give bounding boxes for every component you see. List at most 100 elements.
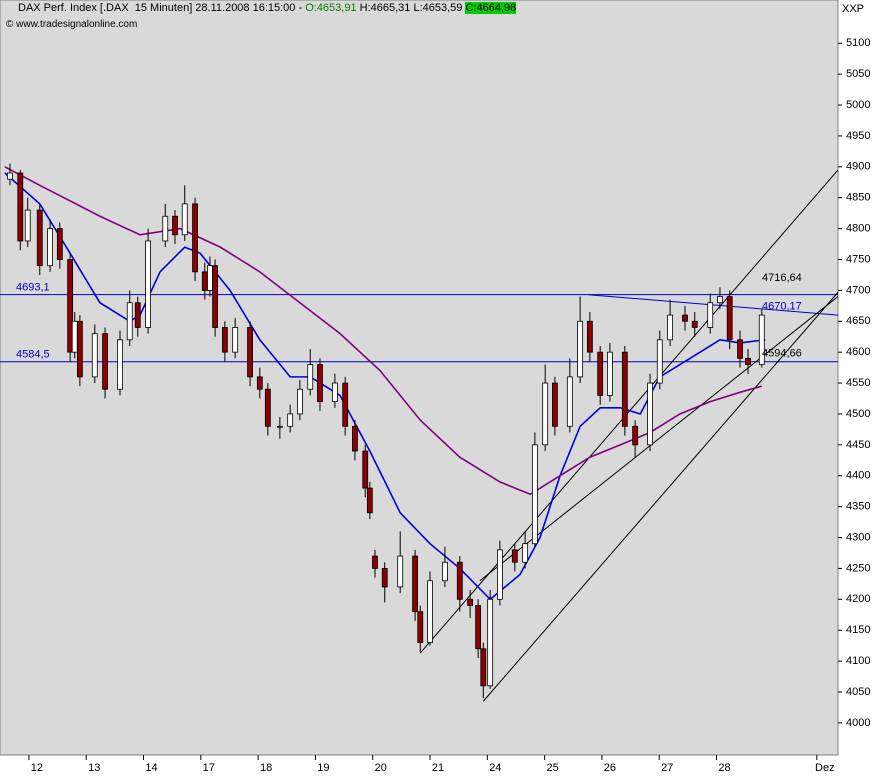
trendline — [479, 296, 839, 582]
candle-body — [71, 320, 78, 353]
candle-body — [397, 555, 404, 588]
candle-body — [707, 302, 714, 328]
candle-body — [427, 580, 433, 643]
source: © www.tradesignalonline.com — [6, 19, 138, 30]
candle-body — [586, 320, 593, 353]
y-tick-label: 4150 — [846, 624, 870, 636]
axis-label: XXP — [842, 3, 864, 15]
plot-layer: 4693,1 4584,5 4716,64 4670,17 4594,66 — [0, 163, 839, 702]
candle-body — [212, 265, 219, 328]
candle-body — [221, 327, 228, 353]
candle-body — [24, 209, 31, 242]
candle-body — [117, 339, 123, 390]
y-tick-label: 4850 — [846, 192, 870, 204]
y-tick-label: 5100 — [846, 37, 870, 49]
candle-body — [256, 376, 263, 390]
ohlc: C:4664,98 — [465, 2, 517, 14]
x-tick-label: 28 — [718, 762, 730, 774]
hline-label: 4693,1 — [16, 282, 50, 294]
candle-body — [497, 549, 503, 600]
candle-body — [362, 450, 369, 489]
price-label: 4594,66 — [762, 347, 802, 359]
y-tick-label: 4000 — [846, 717, 870, 729]
y-tick-label: 4900 — [846, 161, 870, 173]
candle-body — [276, 425, 283, 428]
candle-body — [264, 388, 271, 427]
y-tick-label: 4200 — [846, 593, 870, 605]
candle-body — [331, 382, 338, 402]
candle-body — [467, 598, 474, 606]
candle-body — [480, 648, 487, 687]
ohlc: O:4653,91 — [305, 2, 357, 14]
y-tick-label: 5000 — [846, 99, 870, 111]
header: DAX Perf. Index [.DAX 15 Minuten] 28.11.… — [18, 2, 517, 14]
candle-body — [691, 320, 698, 328]
candle-body — [102, 333, 108, 390]
x-tick-label: 21 — [432, 762, 444, 774]
candle-body — [366, 487, 373, 514]
x-tick-label: 25 — [547, 762, 559, 774]
y-tick-label: 4500 — [846, 408, 870, 420]
x-tick-label: 12 — [31, 762, 43, 774]
y-tick-label: 4950 — [846, 130, 870, 142]
y-tick-label: 4250 — [846, 562, 870, 574]
y-tick-label: 5050 — [846, 68, 870, 80]
candle-body — [522, 543, 529, 563]
candle-body — [475, 605, 482, 650]
candle-body — [456, 561, 463, 600]
hline-label: 4584,5 — [16, 349, 50, 361]
candle-body — [47, 228, 53, 267]
candle-body — [621, 351, 628, 427]
title: DAX Perf. Index [.DAX 15 Minuten] 28.11.… — [18, 2, 306, 14]
candle-body — [552, 382, 558, 427]
candle-body — [247, 327, 253, 378]
y-tick-label: 4800 — [846, 223, 870, 235]
price-label: 4670,17 — [762, 301, 802, 313]
candle-body — [682, 314, 688, 322]
candle-body — [207, 265, 213, 291]
candle-body — [442, 561, 448, 582]
candle-body — [717, 296, 723, 304]
candle-body — [667, 314, 674, 341]
candle-body — [17, 172, 24, 242]
x-tick-label: Dez — [815, 762, 835, 774]
y-tick-label: 4450 — [846, 439, 870, 451]
candle-body — [162, 215, 169, 242]
candle-body — [192, 203, 198, 273]
ohlc: H:4665,31 — [359, 2, 411, 14]
candle-body — [297, 388, 303, 415]
candle-body — [487, 598, 494, 687]
x-tick-label: 19 — [317, 762, 329, 774]
candle-body — [632, 425, 639, 446]
x-tick-label: 24 — [489, 762, 501, 774]
y-tick-label: 4050 — [846, 686, 870, 698]
y-tick-label: 4700 — [846, 284, 870, 296]
y-tick-label: 4650 — [846, 315, 870, 327]
y-tick-label: 4400 — [846, 470, 870, 482]
candle-body — [597, 351, 604, 396]
candle-body — [745, 357, 751, 365]
candle-body — [412, 555, 419, 613]
moving-average — [4, 166, 763, 496]
candle-body — [232, 327, 239, 353]
candle-body — [201, 271, 208, 291]
candle-body — [172, 215, 178, 236]
y-tick-label: 4750 — [846, 253, 870, 265]
x-tick-label: 27 — [661, 762, 673, 774]
candle-body — [126, 302, 133, 341]
candle-body — [566, 376, 573, 427]
y-tick-label: 4100 — [846, 655, 870, 667]
candle-body — [381, 568, 388, 588]
candle-body — [76, 320, 83, 378]
x-tick-label: 13 — [88, 762, 100, 774]
candle-body — [758, 314, 765, 365]
x-tick-label: 26 — [604, 762, 616, 774]
y-tick-label: 4350 — [846, 501, 870, 513]
ohlc: L:4653,59 — [413, 2, 463, 14]
candle-body — [317, 364, 323, 402]
candle-body — [145, 240, 151, 328]
candle-body — [511, 549, 518, 563]
candle-body — [134, 302, 141, 328]
candle-body — [91, 333, 98, 378]
